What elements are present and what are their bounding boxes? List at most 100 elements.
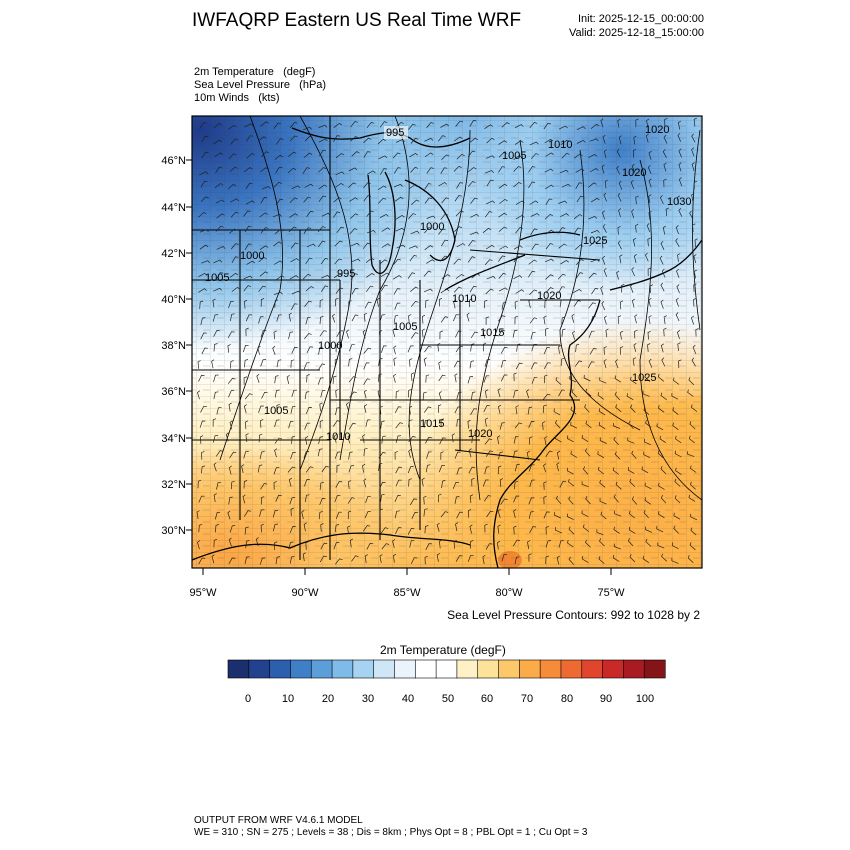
wind-barb [423,495,427,505]
wind-barb [438,374,446,382]
wind-barb [379,121,388,128]
colorbar-tick-label: 10 [282,693,294,705]
wind-barb [545,184,554,190]
lat-ticks [186,159,192,531]
wind-barb [439,539,443,549]
wind-barb [646,223,651,233]
wind-barb [554,512,561,519]
wind-barb [501,122,510,128]
wind-barb [334,258,343,265]
wind-barb [585,539,591,548]
wind-barb [229,166,238,172]
wind-barb [333,122,343,128]
wind-barb [230,243,239,250]
wind-barb [245,314,253,322]
wind-barb [393,258,401,265]
wind-barb [362,329,366,339]
wind-barb [213,374,219,383]
wind-barb [377,138,387,145]
wind-barb [589,241,598,247]
valid-time-label: Valid: 2025-12-18_15:00:00 [569,27,704,39]
wind-barb [545,274,554,280]
colorbar-swatch [519,659,541,679]
wind-barb [348,423,356,430]
wind-barb [392,152,401,159]
wind-barb [469,360,475,369]
wind-barb [500,498,508,505]
wind-barb [319,419,324,429]
wind-barb [498,255,506,262]
wind-barb [589,348,597,355]
wind-barb [498,151,507,158]
wind-barb [646,118,650,128]
wind-barb [660,343,664,353]
map-panel: 995 1005 1010 1020 1020 1025 1030 1000 1… [192,116,702,568]
wind-barb [364,554,368,564]
wind-barb [395,527,402,535]
field-units: (degF) [283,66,316,78]
wind-barb [201,451,205,460]
wind-barb [588,153,598,158]
wind-barb [675,297,679,307]
wind-barb [244,359,249,368]
wind-barb [318,167,327,173]
wind-barb [454,226,463,233]
wind-barb [334,495,341,503]
wind-barb [633,237,637,247]
wind-barb [275,556,281,565]
wind-barb [513,245,523,250]
wind-barb [453,299,457,309]
wind-barb [617,315,622,324]
wind-barb [213,462,217,472]
wind-barb [411,199,420,206]
wind-barb [304,391,310,400]
wind-barb [366,272,375,278]
wind-barb [576,195,584,203]
wind-barb [456,418,461,427]
wind-barb [380,345,387,353]
wind-barb [260,359,267,367]
wind-barb [244,123,254,128]
wind-barb [197,479,202,489]
wind-barb [603,359,607,369]
colorbar-swatch [498,659,520,679]
field-pressure: Sea Level Pressure (hPa) [194,79,326,92]
wind-barb [216,246,226,250]
wind-barb [347,480,352,489]
wind-barb [364,404,368,413]
wind-barb [291,185,301,190]
wind-barb [631,163,636,173]
wind-barb [568,478,575,487]
isobar-label: 1020 [537,290,561,302]
wind-barb [613,436,619,446]
wind-barb [243,480,248,489]
wind-barb [691,357,696,367]
wind-barb [687,554,694,563]
wind-barb [671,393,679,400]
wind-barb [631,496,638,505]
field-temperature: 2m Temperature (degF) [194,66,326,79]
wind-barb [557,273,566,280]
lake-ontario [519,231,581,241]
wind-barb [590,258,600,263]
wind-barb [289,555,295,564]
wind-barb [453,286,462,293]
wind-barb [409,539,415,548]
wind-barb [497,509,501,519]
wind-barb [485,288,494,295]
wind-barb [689,210,694,220]
wind-barb [545,450,553,457]
wind-barb [319,555,327,563]
wind-barb [260,419,264,428]
wind-barb [318,124,328,129]
wind-barb [603,192,608,202]
wind-barb [602,223,607,233]
wind-barb [244,243,252,251]
wind-barb [291,389,297,398]
wind-barb [211,554,215,564]
wind-barb [615,359,619,369]
lat-label: 30°N [161,525,186,537]
wind-barb [498,451,504,460]
wind-barb [440,213,448,220]
